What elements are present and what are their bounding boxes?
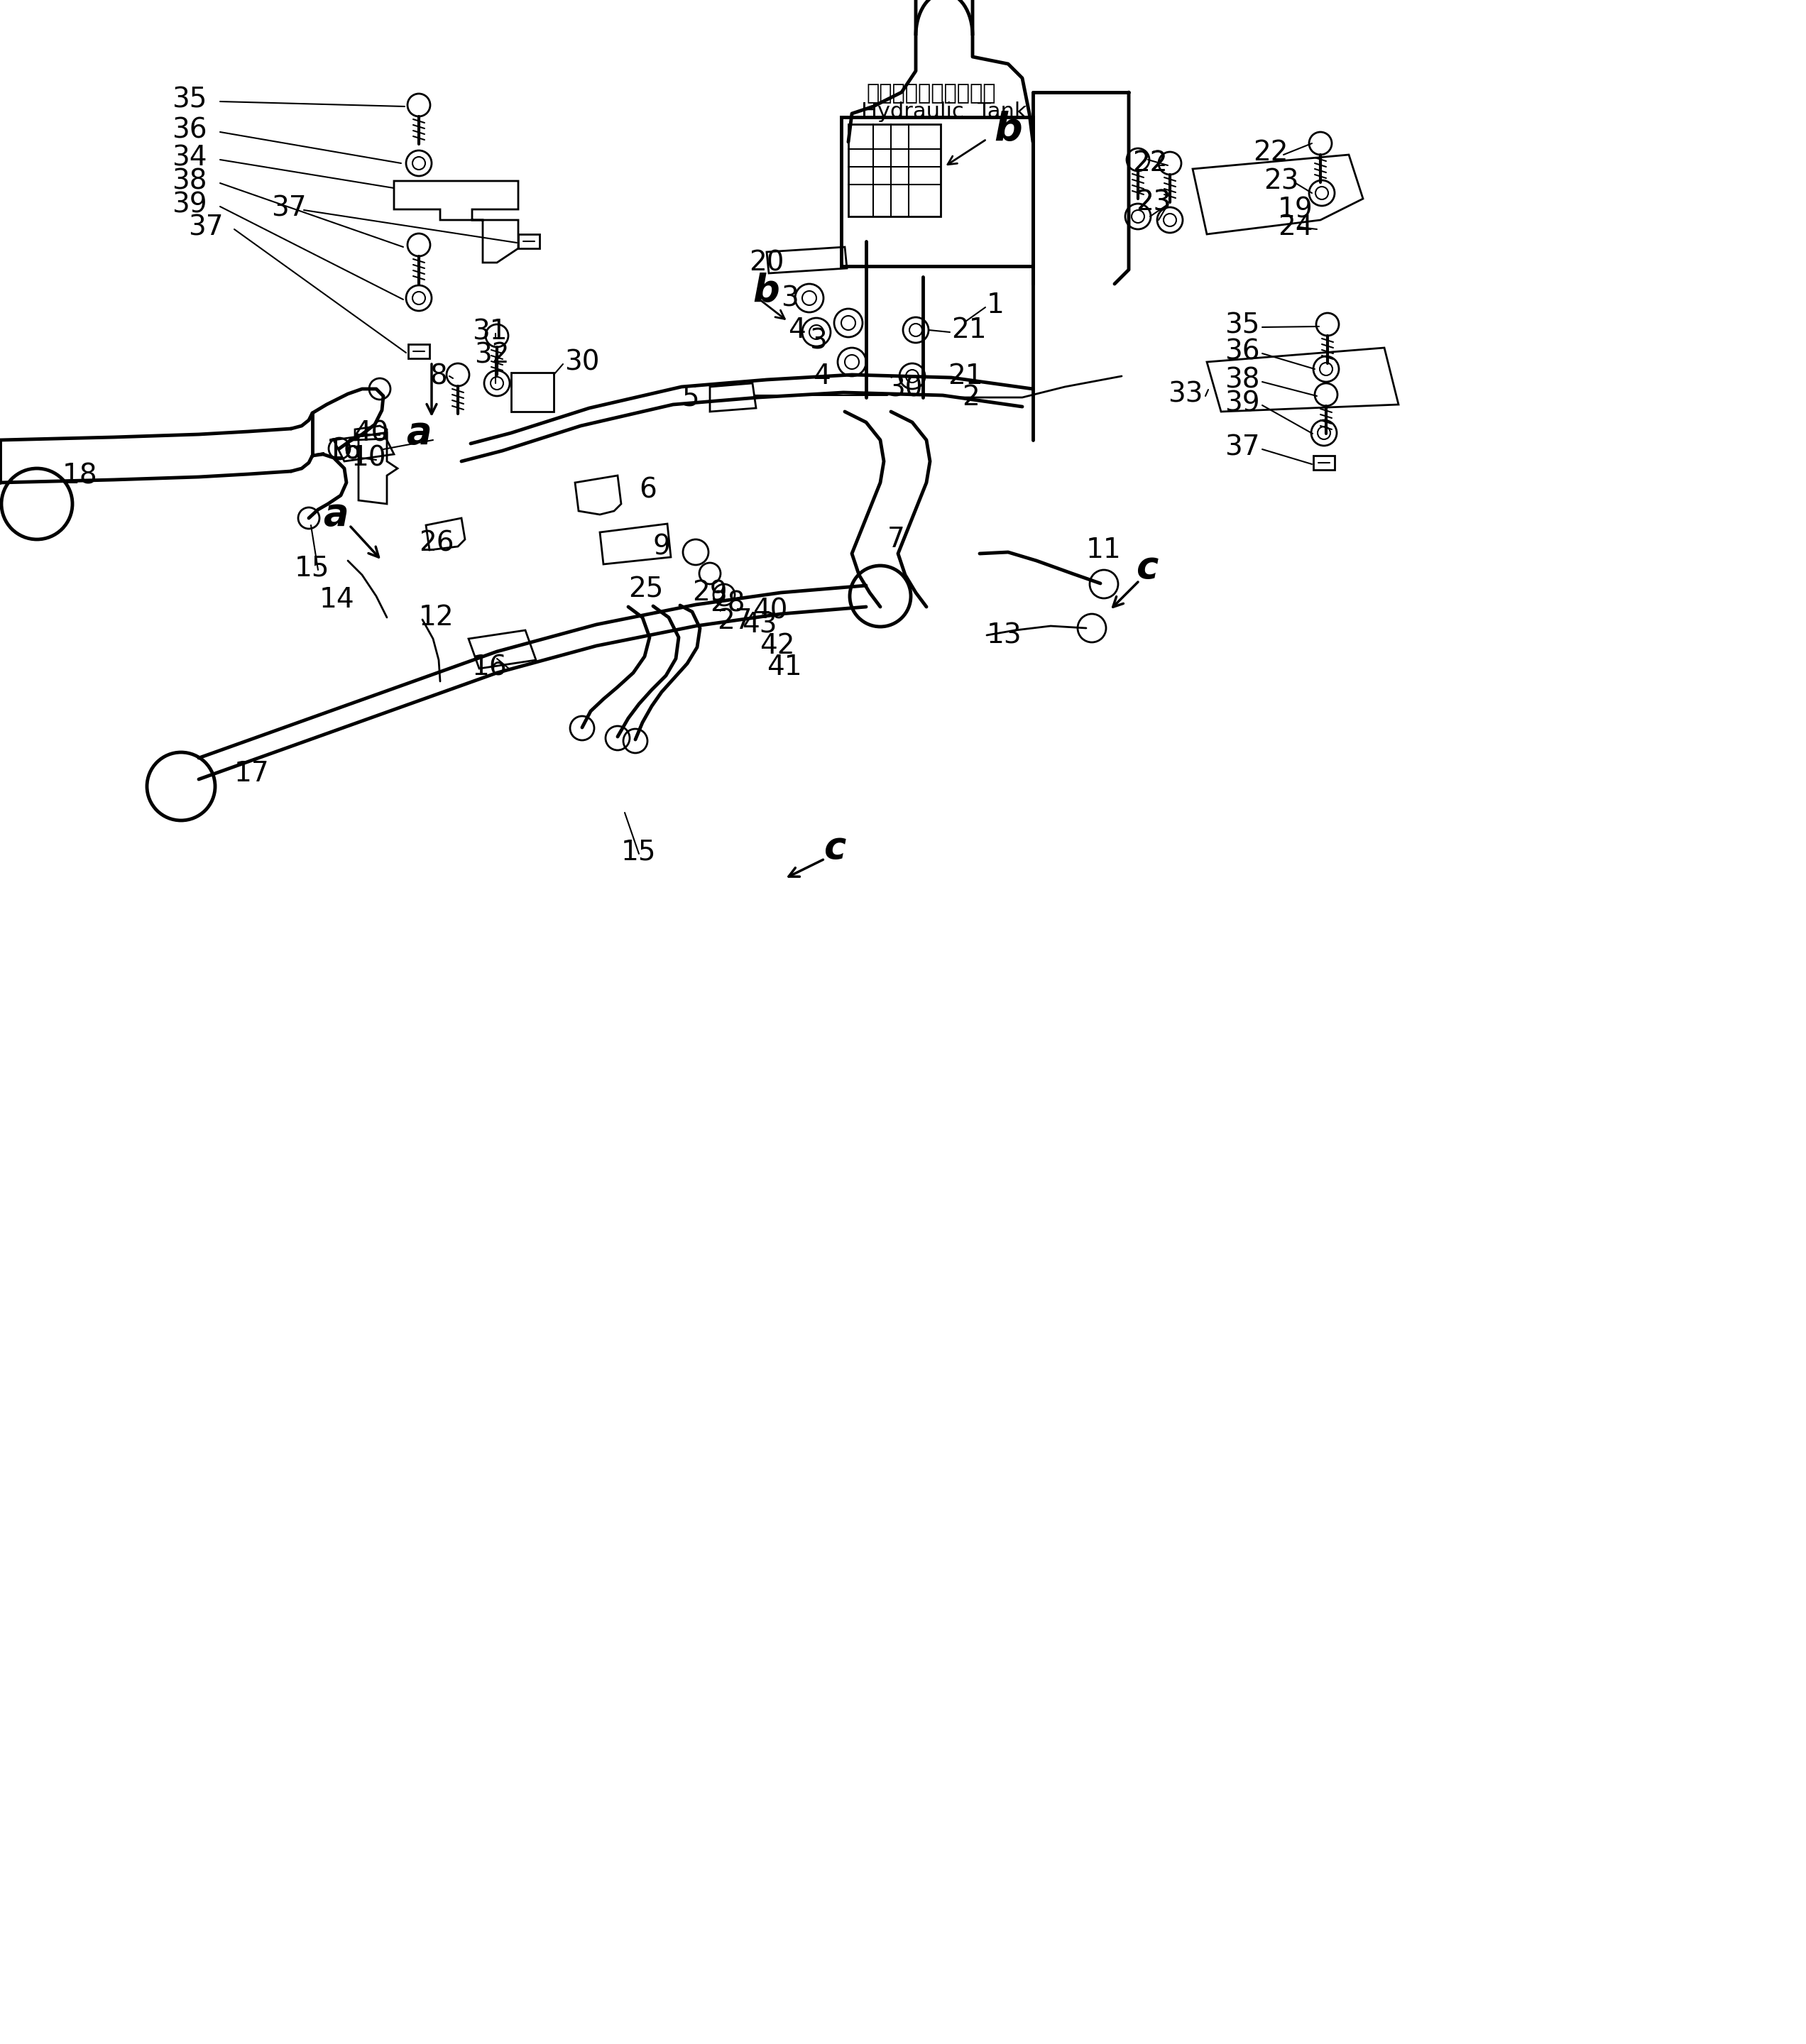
Text: 7: 7 <box>887 525 905 552</box>
Text: 43: 43 <box>742 611 777 638</box>
Text: 22: 22 <box>1253 139 1288 166</box>
Text: 9: 9 <box>654 533 670 560</box>
Text: 36: 36 <box>172 117 208 143</box>
Text: b: b <box>993 110 1022 149</box>
Text: 16: 16 <box>471 654 507 681</box>
Text: 39: 39 <box>1224 390 1261 417</box>
Text: 16: 16 <box>327 437 361 464</box>
Text: 18: 18 <box>63 462 98 489</box>
Bar <box>842 117 1033 266</box>
Text: 2: 2 <box>963 384 979 411</box>
Text: 10: 10 <box>352 444 386 472</box>
Text: 4: 4 <box>787 317 805 343</box>
Text: 20: 20 <box>749 249 784 276</box>
Text: 23: 23 <box>1136 188 1170 217</box>
Text: 32: 32 <box>475 341 509 368</box>
Text: 15: 15 <box>621 838 656 865</box>
Text: 35: 35 <box>1224 311 1259 339</box>
Text: 22: 22 <box>1132 149 1167 176</box>
Text: 11: 11 <box>1085 538 1122 564</box>
Text: 34: 34 <box>172 143 208 172</box>
Text: 17: 17 <box>235 760 269 787</box>
Text: 25: 25 <box>628 576 663 603</box>
Text: 40: 40 <box>354 419 388 446</box>
Text: 30: 30 <box>563 347 600 376</box>
Text: 37: 37 <box>271 194 307 221</box>
Text: 13: 13 <box>986 621 1022 648</box>
Text: 29: 29 <box>692 578 728 607</box>
Text: 40: 40 <box>753 597 787 623</box>
Text: 22: 22 <box>1132 149 1167 176</box>
Text: 30: 30 <box>887 374 923 403</box>
Text: 41: 41 <box>768 654 802 681</box>
Text: 24: 24 <box>1279 215 1313 241</box>
Text: 14: 14 <box>320 587 354 613</box>
Text: b: b <box>753 272 780 309</box>
Text: Hydraulic  Tank: Hydraulic Tank <box>861 100 1028 123</box>
Text: 5: 5 <box>681 384 699 411</box>
Text: 3: 3 <box>809 327 827 354</box>
Text: 12: 12 <box>419 603 453 632</box>
Text: 33: 33 <box>1168 380 1203 407</box>
Text: 38: 38 <box>1224 366 1261 392</box>
Text: 3: 3 <box>780 284 798 311</box>
Text: 36: 36 <box>1224 337 1261 364</box>
Text: 42: 42 <box>760 632 795 660</box>
Text: 19: 19 <box>1279 196 1313 223</box>
Text: 15: 15 <box>294 554 330 580</box>
Text: 6: 6 <box>639 476 657 503</box>
Text: 23: 23 <box>1136 188 1170 217</box>
Text: 16: 16 <box>327 437 361 464</box>
Text: 21: 21 <box>948 362 982 390</box>
Text: ハイドロリックタンク: ハイドロリックタンク <box>867 84 995 104</box>
Text: a: a <box>323 497 349 533</box>
Bar <box>511 372 554 411</box>
Text: 31: 31 <box>471 319 507 345</box>
Text: c: c <box>824 830 845 867</box>
Text: 1: 1 <box>986 292 1004 319</box>
Text: 8: 8 <box>430 362 448 390</box>
Text: 21: 21 <box>952 317 986 343</box>
Text: a: a <box>406 415 432 452</box>
Text: 37: 37 <box>188 215 224 241</box>
Text: 26: 26 <box>419 529 453 556</box>
Text: 38: 38 <box>172 168 208 194</box>
Text: 23: 23 <box>1264 168 1299 194</box>
Text: 35: 35 <box>172 86 208 112</box>
Text: 4: 4 <box>813 362 831 390</box>
Text: 27: 27 <box>717 607 753 634</box>
Text: c: c <box>1136 550 1158 587</box>
Text: 28: 28 <box>710 591 746 617</box>
Text: 37: 37 <box>1224 433 1261 460</box>
Text: 39: 39 <box>172 190 208 219</box>
Bar <box>849 125 941 217</box>
